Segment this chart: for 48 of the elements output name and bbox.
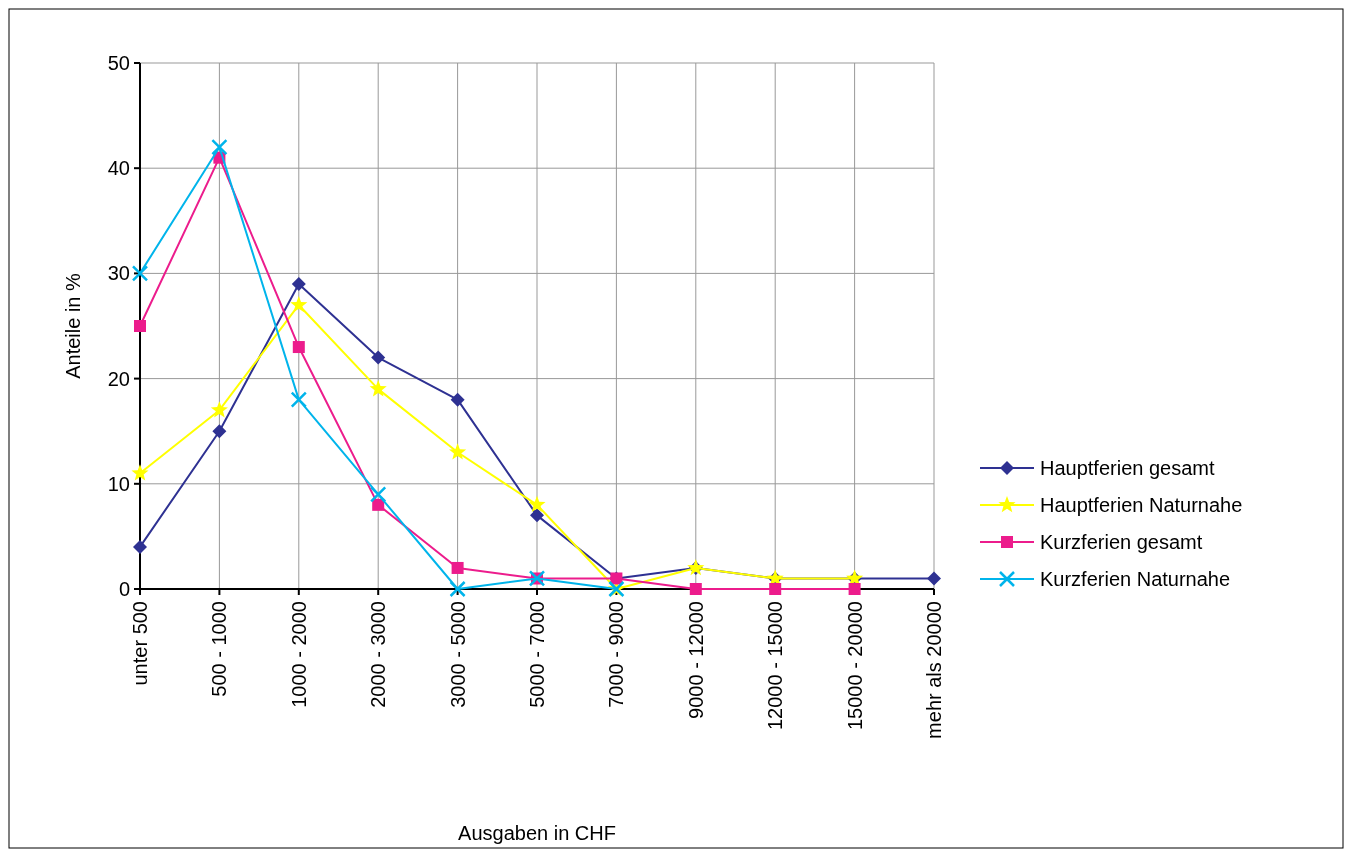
legend-label: Kurzferien gesamt: [1040, 531, 1203, 553]
point: [133, 539, 147, 554]
x-tick-label: 12000 - 15000: [764, 601, 787, 731]
point: [528, 495, 546, 513]
point: [449, 580, 466, 598]
point: [769, 583, 782, 595]
x-tick-label: 5000 - 7000: [526, 601, 548, 708]
point: [211, 138, 228, 156]
x-tick-label: 500 - 1000: [208, 601, 231, 697]
point: [292, 341, 305, 354]
point: [689, 583, 702, 595]
x-tick-label: 15000 - 20000: [843, 601, 866, 731]
x-tick-label: 7000 - 9000: [605, 601, 628, 708]
x-tick-label: mehr als 20000: [923, 601, 945, 739]
x-axis-title: Ausgaben in CHF: [458, 822, 616, 844]
x-tick-label: 1000 - 2000: [287, 601, 310, 708]
y-axis-title: Anteile in %: [62, 272, 84, 379]
point: [290, 391, 308, 408]
point: [131, 265, 149, 282]
point: [451, 561, 464, 574]
point: [369, 380, 387, 397]
legend-label: Kurzferien Naturnahe: [1040, 568, 1231, 590]
point: [450, 392, 465, 407]
point: [369, 486, 387, 503]
point: [372, 498, 385, 511]
point: [134, 320, 146, 332]
x-tick-label: 2000 - 3000: [367, 601, 390, 708]
point: [131, 464, 149, 481]
point: [530, 508, 544, 523]
point: [210, 401, 228, 418]
point: [848, 583, 861, 595]
y-tick-label: 40: [107, 157, 130, 180]
point: [290, 295, 308, 313]
x-tick-label: 3000 - 5000: [446, 601, 469, 708]
x-tick-label: unter 500: [129, 601, 151, 686]
legend-label: Hauptferien Naturnahe: [1040, 494, 1243, 516]
point: [449, 443, 467, 460]
y-tick-label: 20: [107, 367, 130, 390]
y-tick-label: 30: [107, 262, 130, 285]
point: [927, 571, 941, 586]
legend-label: Hauptferien gesamt: [1040, 457, 1215, 479]
point: [291, 276, 306, 291]
point: [371, 350, 386, 365]
y-tick-label: 10: [107, 472, 130, 495]
y-tick-label: 50: [107, 52, 130, 74]
y-tick-label: 0: [118, 578, 130, 600]
point: [212, 424, 227, 439]
x-tick-label: 9000 - 12000: [684, 601, 707, 719]
